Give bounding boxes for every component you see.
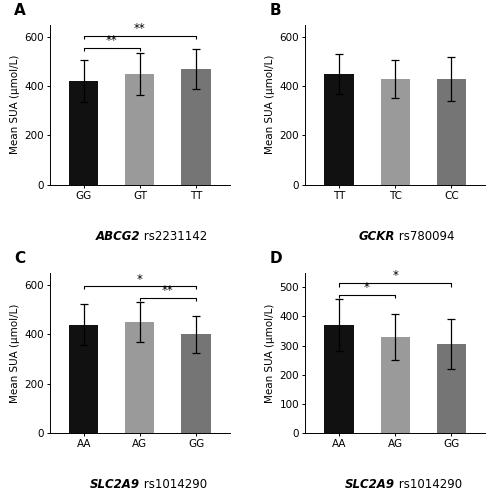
Text: B: B	[270, 3, 281, 18]
Text: **: **	[162, 284, 174, 297]
Bar	[126, 322, 154, 433]
Text: **: **	[106, 34, 118, 47]
Bar	[436, 79, 466, 184]
Y-axis label: Mean SUA (μmol/L): Mean SUA (μmol/L)	[10, 303, 20, 402]
Text: rs1014290: rs1014290	[140, 478, 207, 491]
Text: SLC2A9: SLC2A9	[345, 478, 395, 491]
Bar	[182, 69, 210, 184]
Text: *: *	[364, 281, 370, 294]
Text: rs780094: rs780094	[395, 230, 454, 243]
Text: rs2231142: rs2231142	[140, 230, 207, 243]
Text: GCKR: GCKR	[358, 230, 395, 243]
Text: D: D	[270, 251, 282, 266]
Text: *: *	[392, 269, 398, 282]
Y-axis label: Mean SUA (μmol/L): Mean SUA (μmol/L)	[10, 55, 20, 154]
Bar	[380, 79, 410, 184]
Text: **: **	[134, 22, 146, 35]
Bar	[324, 74, 354, 184]
Text: ABCG2: ABCG2	[96, 230, 140, 243]
Bar	[126, 74, 154, 184]
Bar	[69, 325, 98, 433]
Text: C: C	[14, 251, 25, 266]
Y-axis label: Mean SUA (μmol/L): Mean SUA (μmol/L)	[265, 303, 275, 402]
Text: *: *	[137, 273, 143, 286]
Text: SLC2A9: SLC2A9	[90, 478, 140, 491]
Bar	[436, 344, 466, 433]
Bar	[182, 335, 210, 433]
Text: A: A	[14, 3, 26, 18]
Text: rs1014290: rs1014290	[395, 478, 462, 491]
Bar	[69, 81, 98, 184]
Y-axis label: Mean SUA (μmol/L): Mean SUA (μmol/L)	[265, 55, 275, 154]
Bar	[380, 337, 410, 433]
Bar	[324, 325, 354, 433]
